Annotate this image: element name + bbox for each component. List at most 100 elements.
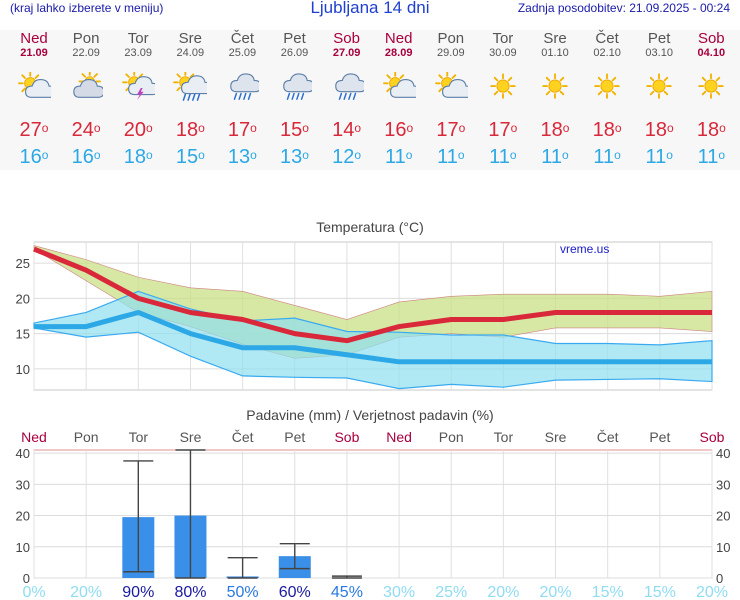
min-temp-value: 16: [71, 146, 94, 168]
page-title: Ljubljana 14 dni: [310, 0, 430, 17]
sun-rain-icon: [173, 70, 213, 101]
daily-forecast-strip: Ned 21.09 27o 16o Pon 22.09 24o 16o Tor 23.09 20o 1…: [0, 30, 740, 170]
max-temp-value: 17: [488, 119, 511, 141]
precip-probability-label: 45%: [331, 584, 363, 600]
sun-icon: [646, 73, 672, 99]
sun-thunder-icon: [122, 70, 160, 101]
min-temp-value: 11: [645, 146, 667, 168]
forecast-day-2: Tor 23.09 20o 18o: [112, 30, 164, 169]
precip-day-label: Pet: [649, 429, 670, 445]
min-temp-value: 11: [593, 146, 615, 168]
max-temp: 18o: [644, 119, 674, 141]
precip-ytick-left: 0: [23, 571, 30, 586]
precip-probability-label: 20%: [696, 584, 728, 600]
sun-cloud-icon: [18, 71, 57, 98]
day-date: 25.09: [228, 47, 257, 59]
min-temp-value: 11: [489, 146, 510, 168]
max-temp-value: 27: [19, 119, 42, 141]
forecast-day-13: Sob 04.10 18o 11o: [685, 30, 737, 169]
max-temp: 17o: [488, 119, 518, 141]
sun-icon: [542, 73, 568, 99]
precip-probability-label: 50%: [227, 584, 259, 600]
min-temp: 11o: [697, 146, 726, 168]
precip-day-label: Pon: [74, 429, 99, 445]
min-temp-value: 11: [697, 146, 719, 168]
forecast-day-8: Pon 29.09 17o 11o: [425, 30, 477, 169]
precip-day-label: Tor: [494, 429, 514, 445]
day-name: Tor: [492, 30, 514, 47]
day-name: Čet: [595, 30, 619, 47]
day-date: 23.09: [124, 47, 152, 59]
forecast-day-3: Sre 24.09 18o 15o: [164, 30, 216, 169]
precip-probability-label: 25%: [435, 584, 467, 600]
precip-probability-label: 30%: [383, 584, 415, 600]
watermark: vreme.us: [560, 242, 609, 256]
precip-probability-label: 0%: [22, 584, 45, 600]
day-name: Sob: [697, 30, 725, 47]
max-temp: 18o: [540, 119, 570, 141]
forecast-day-9: Tor 30.09 17o 11o: [477, 30, 529, 169]
max-temp-value: 18: [644, 119, 667, 141]
day-date: 26.09: [280, 47, 309, 59]
cloud-rain-icon: [230, 73, 262, 100]
min-temp-value: 13: [227, 146, 251, 168]
temp-ytick-label: 20: [16, 291, 30, 306]
cloud-sun-icon: [73, 70, 105, 98]
day-name: Ned: [20, 30, 48, 47]
max-temp: 18o: [175, 119, 205, 141]
min-temp-value: 11: [384, 146, 406, 168]
precip-day-label: Sre: [180, 429, 202, 445]
max-temp: 17o: [436, 119, 466, 141]
precip-probability-label: 20%: [540, 584, 572, 600]
day-name: Sre: [543, 30, 567, 47]
precip-day-label: Pet: [284, 429, 305, 445]
precip-probability-label: 90%: [122, 584, 154, 600]
max-temp-value: 24: [71, 119, 94, 141]
precip-day-label: Čet: [597, 429, 619, 445]
precip-day-label: Ned: [386, 429, 412, 445]
day-date: 22.09: [72, 47, 100, 59]
min-temp-value: 15: [175, 146, 199, 168]
temp-ytick-label: 15: [16, 327, 30, 342]
precip-probability-label: 20%: [70, 584, 102, 600]
sun-icon: [490, 73, 516, 99]
min-temp: 11o: [489, 146, 517, 168]
precip-ytick-left: 10: [16, 540, 30, 555]
min-temp: 15o: [175, 146, 205, 168]
charts-area: Temperatura (°C) 10 15 20 25 vreme.us Padavin…: [16, 219, 731, 600]
forecast-day-12: Pet 03.10 18o 11o: [633, 30, 685, 169]
forecast-day-0: Ned 21.09 27o 16o: [8, 30, 60, 169]
temp-chart-title: Temperatura (°C): [316, 219, 424, 235]
min-temp: 13o: [280, 146, 309, 168]
day-name: Sob: [333, 30, 360, 47]
forecast-day-11: Čet 02.10 18o 11o: [581, 30, 633, 169]
forecast-day-6: Sob 27.09 14o 12o: [321, 30, 373, 169]
day-name: Tor: [127, 30, 149, 47]
location-hint[interactable]: (kraj lahko izberete v meniju): [10, 1, 164, 15]
day-name: Pet: [283, 30, 306, 47]
precip-day-label: Sre: [545, 429, 567, 445]
min-temp-value: 11: [437, 146, 458, 168]
cloud-rain-icon: [282, 73, 314, 100]
max-temp: 18o: [696, 119, 726, 141]
day-date: 24.09: [176, 47, 205, 59]
precip-probability-label: 80%: [174, 584, 206, 600]
max-temp-value: 20: [123, 119, 146, 141]
sun-cloud-icon: [434, 71, 473, 98]
sun-cloud-icon: [382, 71, 421, 98]
max-temp-value: 18: [696, 119, 720, 141]
day-name: Pon: [72, 30, 100, 47]
min-temp: 11o: [593, 146, 621, 168]
forecast-day-7: Ned 28.09 16o 11o: [373, 30, 425, 169]
min-temp: 16o: [71, 146, 101, 168]
max-temp-value: 18: [592, 119, 615, 141]
temp-ytick-label: 25: [16, 256, 30, 271]
min-temp: 11o: [541, 146, 569, 168]
precipitation-chart: Padavine (mm) / Verjetnost padavin (%) Ne…: [16, 407, 731, 600]
forecast-day-1: Pon 22.09 24o 16o: [60, 30, 112, 169]
min-temp: 11o: [384, 146, 413, 168]
precip-ytick-left: 40: [16, 446, 30, 461]
max-temp: 15o: [280, 119, 309, 141]
header-bar: (kraj lahko izberete v meniju) Ljubljana…: [0, 0, 740, 20]
min-temp-value: 16: [19, 146, 42, 168]
